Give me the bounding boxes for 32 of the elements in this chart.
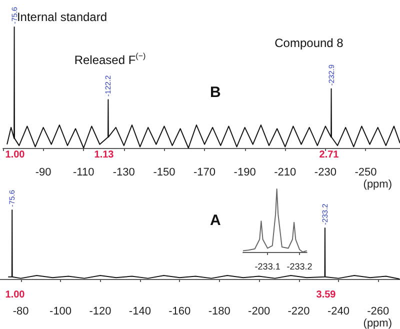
x-tick-label: -140 — [128, 306, 151, 318]
text: 1.00 — [5, 150, 26, 160]
annotation: Released F(−) — [74, 52, 146, 67]
text: 1.00 — [5, 290, 26, 300]
chart-title: A — [210, 212, 221, 229]
text: Internal standard — [16, 10, 108, 24]
x-tick-label: -250 — [354, 166, 377, 178]
x-tick-label: -180 — [208, 306, 230, 318]
x-tick-label: -100 — [50, 306, 72, 318]
x-tick-label: -230 — [314, 166, 336, 178]
text: B — [210, 84, 221, 101]
x-tick-label: -90 — [35, 166, 52, 178]
x-tick-label: -110 — [73, 166, 94, 178]
x-tick-label: -130 — [112, 166, 135, 178]
x-tick-label: -240 — [327, 306, 350, 318]
x-tick-label: -233.1 — [254, 262, 280, 272]
x-axis-title: (ppm) — [363, 178, 392, 190]
x-tick-label: -190 — [234, 166, 256, 178]
x-tick-label: -210 — [274, 166, 296, 178]
x-tick-label: -80 — [12, 306, 29, 318]
x-tick-label: -150 — [153, 166, 176, 178]
x-tick-label: -200 — [248, 306, 270, 318]
x-tick-label: -170 — [194, 166, 216, 178]
x-tick-label: -260 — [367, 306, 390, 318]
x-tick-label: -160 — [168, 306, 191, 318]
text: 3.59 — [316, 290, 336, 300]
x-tick-label: -120 — [89, 306, 112, 318]
x-tick-label: -220 — [288, 306, 310, 318]
text: 2.71 — [319, 150, 340, 160]
x-axis-title: (ppm) — [363, 318, 392, 329]
annotation: Compound 8 — [274, 36, 344, 50]
text: 1.13 — [94, 150, 114, 160]
